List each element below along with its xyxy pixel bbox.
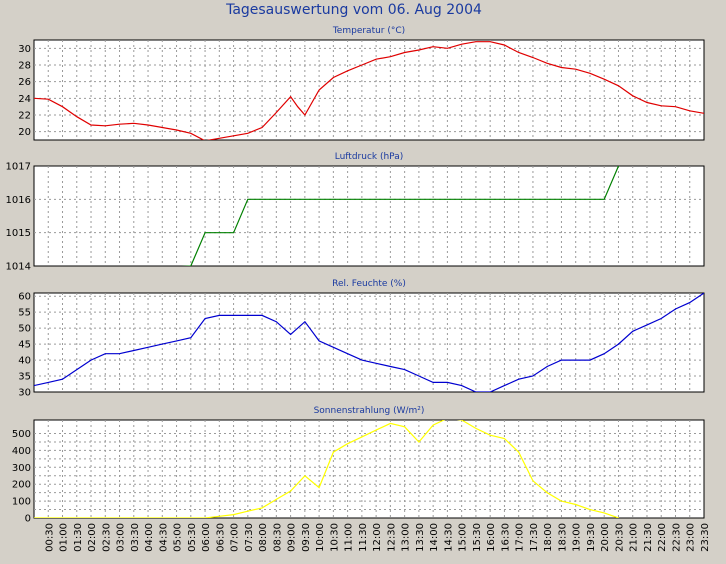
y-tick-label: 55 bbox=[18, 308, 31, 319]
y-tick-label: 50 bbox=[18, 324, 31, 335]
x-tick-label: 04:30 bbox=[158, 523, 169, 552]
y-tick-label: 26 bbox=[18, 77, 31, 88]
x-tick-label: 19:00 bbox=[572, 523, 583, 552]
chart-panels: Temperatur (°C) 20 22 24 26 28 30 Luftdruck (hP… bbox=[6, 26, 705, 525]
y-tick-label: 100 bbox=[12, 497, 31, 508]
y-tick-label: 500 bbox=[12, 429, 31, 440]
chart-panel-3: Rel. Feuchte (%) 30 35 40 45 50 55 60 bbox=[18, 279, 705, 399]
panel-title: Temperatur (°C) bbox=[332, 26, 405, 36]
x-tick-label: 17:30 bbox=[529, 523, 540, 552]
x-tick-label: 18:30 bbox=[557, 523, 568, 552]
x-tick-label: 21:00 bbox=[629, 523, 640, 552]
x-tick-label: 22:30 bbox=[672, 523, 683, 552]
x-tick-label: 15:30 bbox=[472, 523, 483, 552]
y-tick-label: 30 bbox=[18, 44, 31, 55]
x-tick-label: 14:00 bbox=[429, 523, 440, 552]
x-tick-label: 02:30 bbox=[101, 523, 112, 552]
plot-area bbox=[33, 39, 705, 141]
y-tick-label: 28 bbox=[18, 61, 31, 72]
x-tick-label: 12:30 bbox=[386, 523, 397, 552]
x-tick-label: 19:30 bbox=[586, 523, 597, 552]
x-axis: 00:30 01:00 01:30 02:00 02:30 03:00 03:30 04:00… bbox=[44, 523, 711, 552]
x-tick-label: 23:30 bbox=[700, 523, 711, 552]
y-tick-label: 20 bbox=[18, 127, 31, 138]
x-tick-label: 00:30 bbox=[44, 523, 55, 552]
chart-panel-2: Luftdruck (hPa) 1014 1015 1016 1017 bbox=[6, 152, 705, 273]
panel-title: Rel. Feuchte (%) bbox=[332, 279, 406, 289]
y-tick-label: 400 bbox=[12, 446, 31, 457]
x-tick-label: 20:30 bbox=[615, 523, 626, 552]
x-tick-label: 01:30 bbox=[73, 523, 84, 552]
x-tick-label: 07:00 bbox=[230, 523, 241, 552]
x-tick-label: 07:30 bbox=[244, 523, 255, 552]
x-tick-label: 09:30 bbox=[301, 523, 312, 552]
x-tick-label: 11:00 bbox=[344, 523, 355, 552]
x-tick-label: 12:00 bbox=[372, 523, 383, 552]
x-tick-label: 08:30 bbox=[272, 523, 283, 552]
panel-title: Sonnenstrahlung (W/m²) bbox=[314, 406, 425, 416]
y-tick-label: 22 bbox=[18, 111, 31, 122]
x-tick-label: 14:30 bbox=[443, 523, 454, 552]
plot-area bbox=[33, 419, 705, 519]
x-tick-label: 02:00 bbox=[87, 523, 98, 552]
x-tick-label: 10:00 bbox=[315, 523, 326, 552]
x-tick-label: 10:30 bbox=[329, 523, 340, 552]
x-tick-label: 13:00 bbox=[401, 523, 412, 552]
x-tick-label: 23:00 bbox=[686, 523, 697, 552]
x-tick-label: 22:00 bbox=[657, 523, 668, 552]
y-tick-label: 1015 bbox=[6, 228, 31, 239]
series-line-2 bbox=[181, 166, 620, 266]
x-tick-label: 08:00 bbox=[258, 523, 269, 552]
x-tick-label: 05:00 bbox=[173, 523, 184, 552]
x-tick-label: 21:30 bbox=[643, 523, 654, 552]
x-tick-label: 11:30 bbox=[358, 523, 369, 552]
series-line-3 bbox=[34, 293, 704, 392]
y-tick-label: 300 bbox=[12, 463, 31, 474]
chart-panel-4: Sonnenstrahlung (W/m²) 0 100 200 300 400 500 bbox=[12, 406, 705, 525]
series-line-1 bbox=[34, 41, 704, 140]
chart-title: Tagesauswertung vom 06. Aug 2004 bbox=[225, 2, 482, 18]
x-tick-label: 16:30 bbox=[500, 523, 511, 552]
y-tick-label: 0 bbox=[25, 514, 31, 525]
panel-title: Luftdruck (hPa) bbox=[335, 152, 404, 162]
y-tick-label: 35 bbox=[18, 372, 31, 383]
x-tick-label: 03:00 bbox=[116, 523, 127, 552]
y-tick-label: 45 bbox=[18, 340, 31, 351]
x-tick-label: 03:30 bbox=[130, 523, 141, 552]
x-tick-label: 09:00 bbox=[287, 523, 298, 552]
y-tick-label: 1016 bbox=[6, 195, 31, 206]
x-tick-label: 05:30 bbox=[187, 523, 198, 552]
x-tick-label: 13:30 bbox=[415, 523, 426, 552]
plot-area bbox=[33, 292, 705, 393]
x-tick-label: 18:00 bbox=[543, 523, 554, 552]
series-line-4 bbox=[34, 420, 619, 518]
x-tick-label: 04:00 bbox=[144, 523, 155, 552]
chart-panel-1: Temperatur (°C) 20 22 24 26 28 30 bbox=[18, 26, 705, 141]
y-tick-label: 40 bbox=[18, 356, 31, 367]
y-tick-label: 200 bbox=[12, 480, 31, 491]
x-tick-label: 17:00 bbox=[515, 523, 526, 552]
x-tick-label: 15:00 bbox=[458, 523, 469, 552]
y-tick-label: 24 bbox=[18, 94, 31, 105]
y-tick-label: 1014 bbox=[6, 262, 31, 273]
x-tick-label: 20:00 bbox=[600, 523, 611, 552]
y-tick-label: 60 bbox=[18, 292, 31, 303]
x-tick-label: 01:00 bbox=[59, 523, 70, 552]
y-tick-label: 1017 bbox=[6, 162, 31, 173]
x-tick-label: 06:00 bbox=[201, 523, 212, 552]
y-tick-label: 30 bbox=[18, 388, 31, 399]
x-tick-label: 06:30 bbox=[215, 523, 226, 552]
x-tick-label: 16:00 bbox=[486, 523, 497, 552]
plot-area bbox=[33, 165, 705, 267]
